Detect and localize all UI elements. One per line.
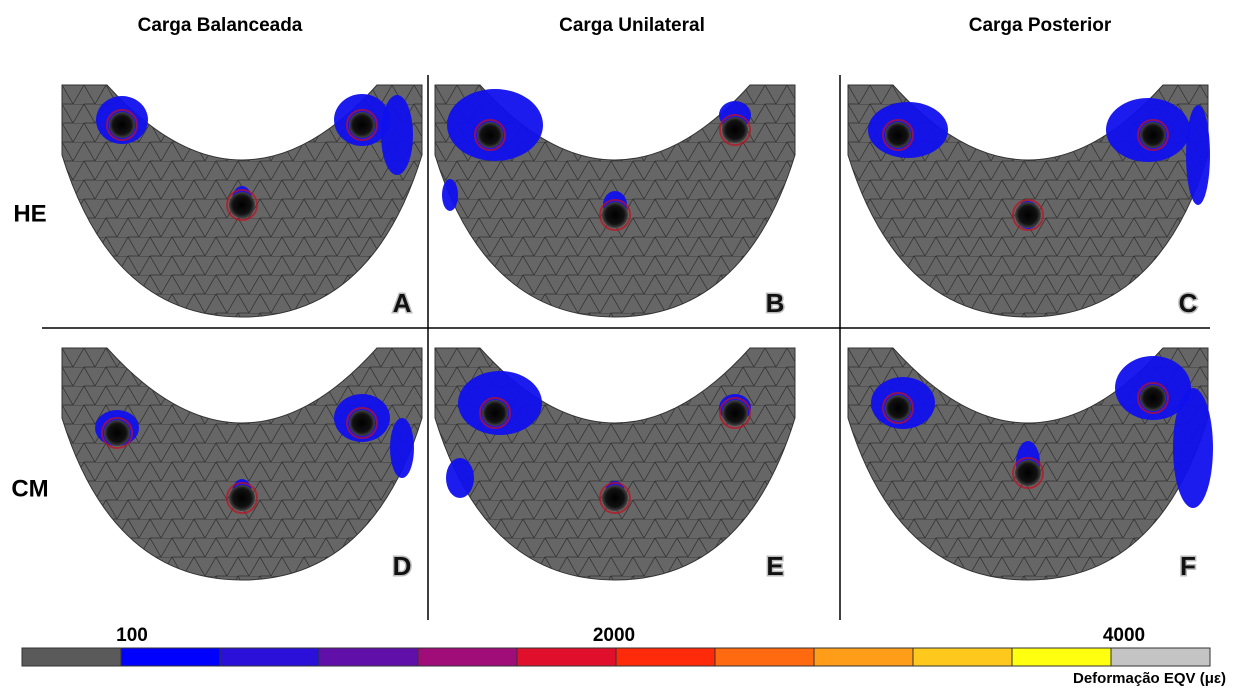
panel-letter: D	[393, 551, 412, 581]
implant	[104, 420, 130, 446]
fea-panel: F	[848, 348, 1213, 581]
colorbar-segment	[616, 648, 715, 666]
implant	[349, 410, 375, 436]
fea-panel: B	[435, 85, 795, 318]
implant	[477, 122, 503, 148]
implant	[482, 400, 508, 426]
row-label: CM	[11, 475, 48, 502]
implant	[1140, 122, 1166, 148]
implant	[602, 485, 628, 511]
colorbar-segment	[517, 648, 616, 666]
colorbar-segment	[220, 648, 319, 666]
figure: A B C D E F Carga Balanceada Carga Unilateral…	[0, 0, 1236, 692]
column-header: Carga Posterior	[969, 15, 1112, 36]
panel-letter: B	[766, 288, 785, 318]
colorbar-label: 4000	[1103, 625, 1145, 646]
colorbar-segment	[121, 648, 220, 666]
colorbar-segment	[319, 648, 418, 666]
fea-panel: D	[62, 348, 422, 581]
colorbar-segment	[715, 648, 814, 666]
implant	[885, 395, 911, 421]
implant	[229, 485, 255, 511]
fea-panel: A	[62, 85, 422, 318]
implant	[722, 117, 748, 143]
strain-patch	[442, 179, 458, 211]
strain-patch	[381, 95, 413, 175]
implant	[229, 192, 255, 218]
column-header: Carga Unilateral	[559, 15, 705, 36]
colorbar-segment	[913, 648, 1012, 666]
implant	[885, 122, 911, 148]
panel-letter: C	[1179, 288, 1198, 318]
implant	[1015, 460, 1041, 486]
row-label: HE	[13, 200, 46, 227]
mesh	[62, 348, 422, 580]
fea-panel: C	[848, 85, 1210, 318]
panel-letter: F	[1180, 551, 1196, 581]
colorbar-segment	[814, 648, 913, 666]
strain-patch	[1186, 105, 1210, 205]
strain-patch	[390, 418, 414, 478]
implant	[722, 400, 748, 426]
colorbar-segment	[22, 648, 121, 666]
colorbar-label: 100	[116, 625, 148, 646]
colorbar-segment	[1012, 648, 1111, 666]
column-header: Carga Balanceada	[138, 15, 303, 36]
implant	[109, 112, 135, 138]
implant	[349, 112, 375, 138]
colorbar-label: 2000	[593, 625, 635, 646]
implant	[1140, 385, 1166, 411]
panel-letter: E	[766, 551, 783, 581]
panels: A B C D E F	[62, 85, 1213, 581]
implant	[1015, 202, 1041, 228]
panel-letter: A	[393, 288, 412, 318]
strain-patch	[1173, 388, 1213, 508]
colorbar-segment	[418, 648, 517, 666]
fea-panel: E	[435, 348, 795, 581]
colorbar-title: Deformação EQV (με)	[1073, 670, 1226, 687]
colorbar	[22, 648, 1210, 666]
colorbar-segment	[1111, 648, 1210, 666]
strain-patch	[446, 458, 474, 498]
implant	[602, 202, 628, 228]
